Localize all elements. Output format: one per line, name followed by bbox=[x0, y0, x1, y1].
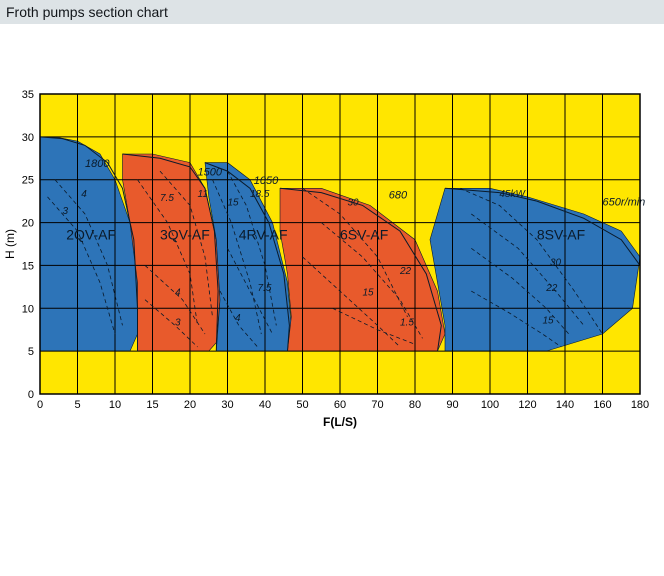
iso-label: 45kW bbox=[499, 189, 526, 200]
x-tick: 50 bbox=[296, 399, 308, 411]
region-label: 2QV-AF bbox=[66, 227, 116, 243]
iso-label: 4 bbox=[235, 313, 241, 324]
iso-label: 15 bbox=[228, 197, 240, 208]
iso-label: 11 bbox=[198, 189, 208, 200]
x-tick: 20 bbox=[184, 399, 196, 411]
x-tick: 60 bbox=[334, 399, 346, 411]
iso-label: 7.5 bbox=[160, 193, 174, 204]
region-label: 4RV-AF bbox=[239, 227, 288, 243]
region-label: 3QV-AF bbox=[160, 227, 210, 243]
x-tick: 100 bbox=[481, 399, 499, 411]
y-tick: 30 bbox=[22, 132, 34, 144]
iso-label: 22 bbox=[545, 283, 558, 294]
iso-label: 30 bbox=[550, 257, 562, 268]
iso-label: 30 bbox=[348, 197, 360, 208]
iso-label: 4 bbox=[175, 287, 181, 298]
y-axis-label: H (m) bbox=[3, 229, 17, 259]
y-tick: 25 bbox=[22, 175, 34, 187]
x-tick: 90 bbox=[446, 399, 458, 411]
x-tick: 80 bbox=[409, 399, 421, 411]
x-tick: 140 bbox=[556, 399, 574, 411]
iso-label: 1.5 bbox=[400, 317, 414, 328]
x-tick: 10 bbox=[109, 399, 121, 411]
x-tick: 0 bbox=[37, 399, 43, 411]
iso-label: 22 bbox=[399, 266, 412, 277]
y-tick: 15 bbox=[22, 260, 34, 272]
x-tick: 70 bbox=[371, 399, 383, 411]
page-title: Froth pumps section chart bbox=[0, 0, 664, 24]
iso-label: 3 bbox=[63, 206, 69, 217]
x-tick: 40 bbox=[259, 399, 271, 411]
speed-label: 1050 bbox=[254, 175, 279, 187]
iso-label: 18.5 bbox=[250, 189, 270, 200]
pump-section-chart: 180015001050680650r/min347.511341518.547… bbox=[0, 84, 664, 484]
y-tick: 20 bbox=[22, 218, 34, 230]
x-tick: 180 bbox=[631, 399, 649, 411]
region-label: 8SV-AF bbox=[537, 227, 585, 243]
speed-label: 1800 bbox=[85, 158, 110, 170]
x-tick: 160 bbox=[593, 399, 611, 411]
iso-label: 3 bbox=[175, 317, 181, 328]
iso-label: 15 bbox=[363, 287, 375, 298]
y-tick: 5 bbox=[28, 346, 34, 358]
iso-label: 4 bbox=[81, 189, 87, 200]
x-tick: 120 bbox=[518, 399, 536, 411]
region-label: 6SV-AF bbox=[340, 227, 388, 243]
iso-label: 15 bbox=[543, 316, 555, 327]
speed-label: 650r/min bbox=[603, 196, 646, 208]
y-tick: 10 bbox=[22, 303, 34, 315]
x-tick: 30 bbox=[221, 399, 233, 411]
x-tick: 5 bbox=[74, 399, 80, 411]
y-tick: 35 bbox=[22, 89, 34, 101]
x-tick: 15 bbox=[146, 399, 158, 411]
x-axis-label: F(L/S) bbox=[323, 415, 357, 429]
y-tick: 0 bbox=[28, 389, 34, 401]
iso-label: 7.5 bbox=[258, 283, 272, 294]
speed-label: 680 bbox=[389, 190, 408, 202]
